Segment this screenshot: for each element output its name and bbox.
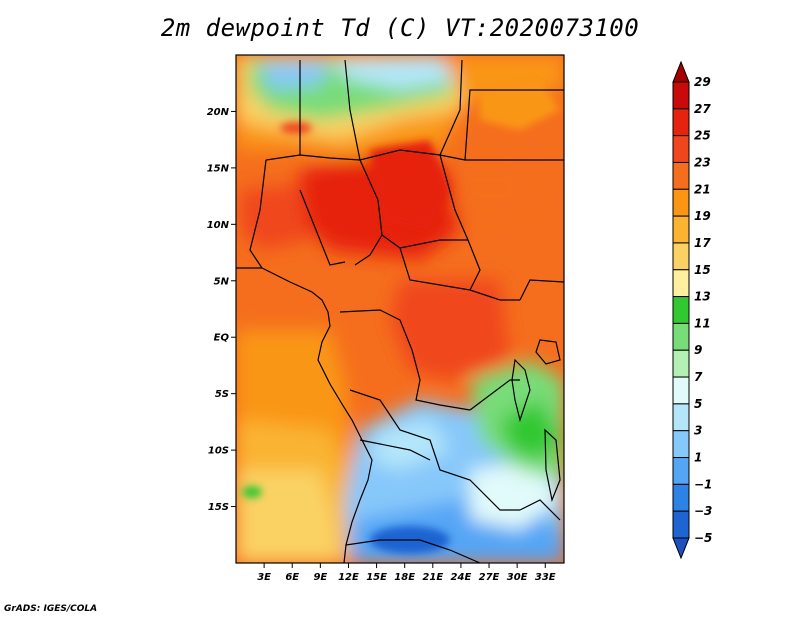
colorbar-segment	[672, 269, 690, 298]
lat-tick-label: EQ	[214, 333, 230, 344]
colorbar-label: −5	[694, 531, 712, 545]
lon-tick-label: 3E	[257, 572, 271, 583]
colorbar-label: −3	[694, 504, 712, 518]
lat-tick-label: 15S	[208, 502, 229, 513]
lon-tick-label: 33E	[535, 572, 556, 583]
colorbar-segment	[672, 483, 690, 512]
colorbar-label: 19	[694, 209, 711, 223]
colorbar-label: 7	[694, 370, 703, 384]
colorbar-segment	[672, 296, 690, 324]
colorbar-segment	[672, 430, 690, 459]
colorbar-segment	[672, 510, 690, 539]
colorbar-segment	[672, 537, 690, 560]
lon-tick-label: 15E	[366, 572, 387, 583]
colorbar-segment	[672, 457, 690, 485]
chart-title: 2m dewpoint Td (C) VT:2020073100	[160, 14, 640, 42]
lon-tick-label: 6E	[285, 572, 299, 583]
colorbar: 29 27 25 23 21 19 17 15 13 11 9 7 5 3 1 −1 −3 −5	[672, 60, 712, 560]
colorbar-label: 27	[694, 102, 711, 116]
colorbar-segment	[672, 60, 690, 83]
colorbar-label: 9	[694, 343, 702, 357]
lon-tick-label: 21E	[422, 572, 443, 583]
colorbar-segment	[672, 376, 690, 405]
lon-tick-label: 30E	[507, 572, 528, 583]
colorbar-label: 3	[694, 424, 702, 438]
lon-tick-label: 18E	[394, 572, 415, 583]
colorbar-segment	[672, 349, 690, 378]
map-frame	[235, 54, 565, 564]
colorbar-label: 1	[694, 451, 702, 465]
lat-tick-label: 5S	[215, 389, 229, 400]
colorbar-segment	[672, 403, 690, 432]
lon-tick-label: 27E	[479, 572, 500, 583]
lon-tick-label: 9E	[313, 572, 327, 583]
colorbar-segment	[672, 215, 690, 244]
colorbar-segment	[672, 135, 690, 163]
colorbar-label: 11	[694, 316, 711, 330]
colorbar-label: 5	[694, 397, 702, 411]
country-borders	[236, 59, 564, 563]
lat-tick-label: 20N	[207, 107, 230, 118]
footer-credit: GrADS: IGES/COLA	[4, 604, 98, 614]
colorbar-segment	[672, 322, 690, 351]
colorbar-label: −1	[694, 477, 712, 491]
lon-tick-label: 12E	[338, 572, 359, 583]
colorbar-segment	[672, 108, 690, 137]
lat-tick-label: 10S	[208, 446, 229, 457]
lat-tick-label: 5N	[214, 276, 230, 287]
lat-tick-label: 15N	[207, 163, 230, 174]
latitude-axis: 20N 15N 10N 5N EQ 5S 10S 15S	[207, 107, 236, 513]
colorbar-label: 13	[694, 290, 711, 304]
lon-tick-label: 24E	[451, 572, 472, 583]
colorbar-label: 23	[694, 155, 711, 169]
lat-tick-label: 10N	[207, 220, 230, 231]
colorbar-label: 21	[694, 182, 711, 196]
colorbar-label: 17	[694, 236, 711, 250]
dewpoint-field	[236, 55, 564, 563]
colorbar-segment	[672, 161, 690, 190]
colorbar-label: 25	[694, 129, 711, 143]
colorbar-label: 29	[694, 75, 711, 89]
colorbar-segment	[672, 188, 690, 217]
colorbar-label: 15	[694, 263, 711, 277]
colorbar-segment	[672, 81, 690, 110]
colorbar-segment	[672, 242, 690, 271]
longitude-axis: 3E 6E 9E 12E 15E 18E 21E 24E 27E 30E 33E	[257, 563, 556, 583]
